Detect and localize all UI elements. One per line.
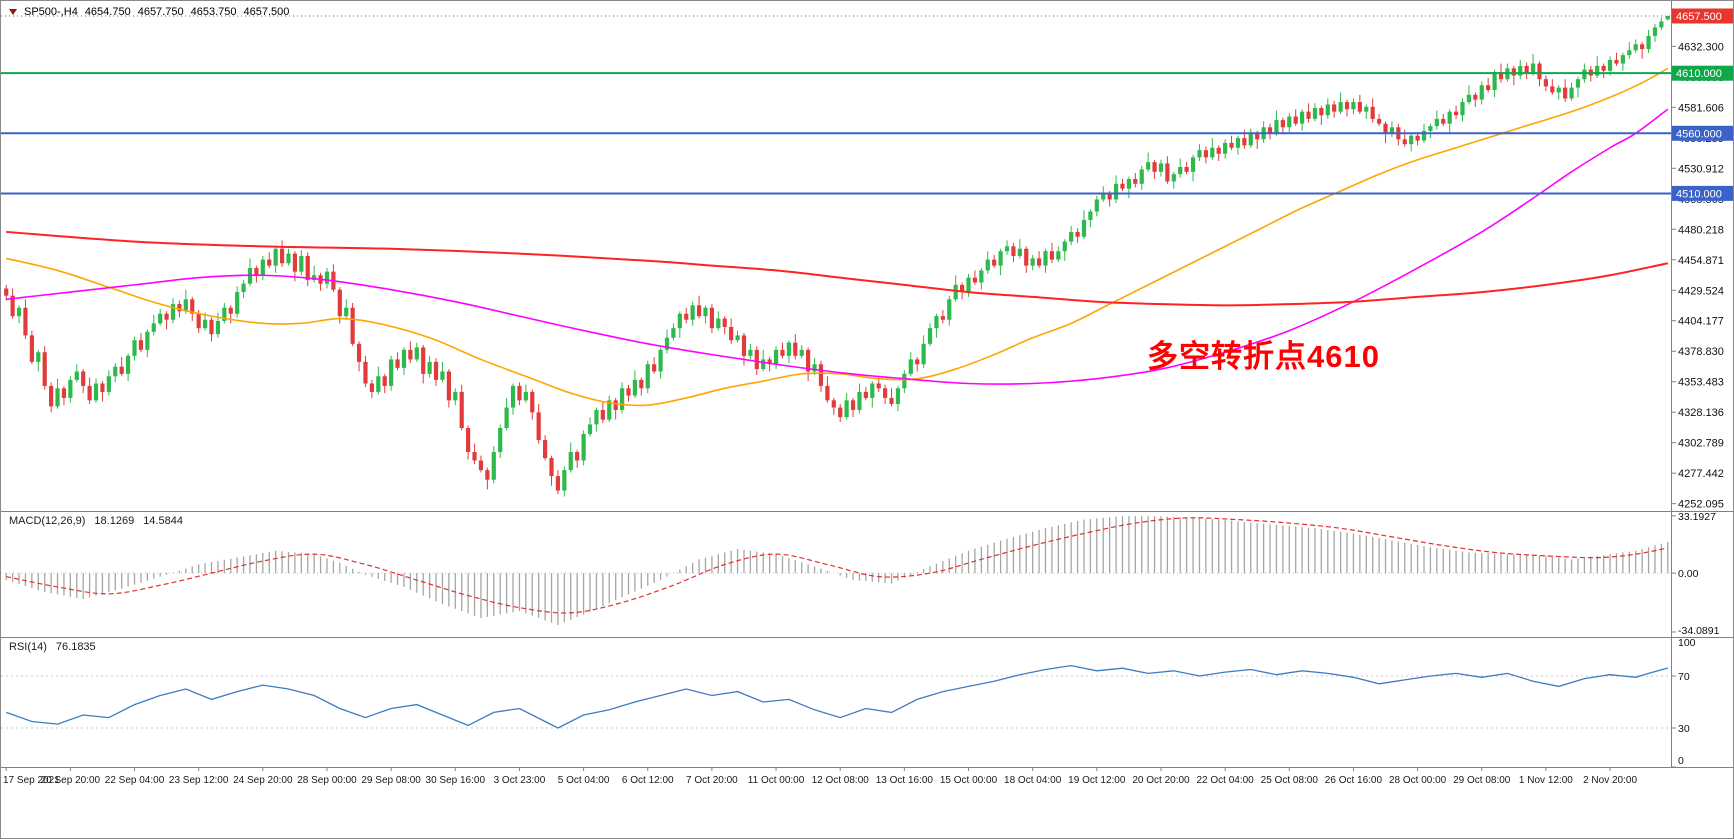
time-label: 11 Oct 00:00 [748, 775, 805, 786]
price-badge-4560.000-text: 4560.000 [1676, 128, 1722, 140]
time-label: 29 Oct 08:00 [1453, 775, 1511, 786]
price-tick-label: 4252.095 [1678, 499, 1724, 511]
time-label: 5 Oct 04:00 [558, 775, 610, 786]
ohlc-open: 4654.750 [84, 6, 131, 18]
macd-label-text: MACD(12,26,9) [9, 515, 86, 527]
price-tick-label: 4302.789 [1678, 438, 1724, 450]
macd-indicator-label: MACD(12,26,9) 18.1269 14.5844 [9, 515, 183, 527]
time-label: 24 Sep 20:00 [233, 775, 293, 786]
time-label: 3 Oct 23:00 [494, 775, 546, 786]
macd-signal-value: 14.5844 [143, 515, 183, 527]
price-tick-label: 4480.218 [1678, 224, 1724, 236]
time-label: 7 Oct 20:00 [686, 775, 738, 786]
time-label: 17 Sep 2021 [3, 775, 60, 786]
price-badge-4510.000-text: 4510.000 [1676, 188, 1722, 200]
price-tick-label: 4277.442 [1678, 468, 1724, 480]
macd-axis-label: -34.0891 [1678, 625, 1720, 637]
price-tick-label: 4353.483 [1678, 377, 1724, 389]
price-tick-label: 4328.136 [1678, 407, 1724, 419]
ma-magenta [6, 108, 1669, 385]
macd-value: 18.1269 [94, 515, 135, 527]
price-badge-4510.000: 4510.000 [1672, 185, 1733, 201]
macd-axis-label: 33.1927 [1678, 511, 1716, 523]
current-price-badge-text: 4657.500 [1676, 11, 1722, 23]
ohlc-low: 4653.750 [190, 6, 237, 18]
macd-histogram [5, 516, 1669, 625]
price-badge-4610.000: 4610.000 [1672, 65, 1733, 81]
time-label: 19 Oct 12:00 [1068, 775, 1126, 786]
horizontal-lines-layer [1, 72, 1671, 195]
time-label: 18 Oct 04:00 [1004, 775, 1062, 786]
time-label: 30 Sep 16:00 [426, 775, 486, 786]
time-label: 6 Oct 12:00 [622, 775, 674, 786]
moving-averages-layer [6, 67, 1669, 407]
ma-red [6, 230, 1668, 307]
price-badge-4560.000: 4560.000 [1672, 125, 1733, 141]
rsi-value: 76.1835 [55, 641, 96, 653]
symbol-title: SP500-,H4 4654.750 4657.750 4653.750 465… [9, 6, 289, 18]
chart-annotation-text: 多空转折点4610 [1147, 339, 1380, 374]
price-tick-label: 4454.871 [1678, 255, 1724, 267]
time-label: 20 Sep 20:00 [41, 775, 101, 786]
time-label: 22 Oct 04:00 [1196, 775, 1254, 786]
time-label: 1 Nov 12:00 [1519, 775, 1573, 786]
current-price-badge: 4657.500 [1672, 8, 1733, 24]
price-chart-canvas[interactable]: 4252.095 4277.442 4302.789 4328.136 4353.483… [1, 1, 1734, 511]
macd-signal-line [6, 517, 1668, 614]
time-label: 22 Sep 04:00 [105, 775, 165, 786]
time-label: 29 Sep 08:00 [361, 775, 421, 786]
time-label: 12 Oct 08:00 [812, 775, 870, 786]
rsi-axis-label: 100 [1678, 637, 1696, 649]
time-label: 2 Nov 20:00 [1583, 775, 1637, 786]
ma-orange [6, 67, 1669, 407]
ohlc-high: 4657.750 [137, 6, 184, 18]
triangle-down-icon [9, 9, 17, 15]
price-tick-label: 4581.606 [1678, 102, 1724, 114]
time-label: 23 Sep 12:00 [169, 775, 229, 786]
macd-axis-label: 0.00 [1678, 568, 1699, 580]
time-label: 28 Sep 00:00 [297, 775, 357, 786]
price-badge-4610.000-text: 4610.000 [1676, 68, 1722, 80]
price-tick-label: 4378.830 [1678, 346, 1724, 358]
time-label: 13 Oct 16:00 [876, 775, 934, 786]
price-tick-label: 4530.912 [1678, 163, 1724, 175]
time-label: 25 Oct 08:00 [1261, 775, 1319, 786]
rsi-panel-canvas[interactable]: 100 70 30 0 [1, 637, 1734, 767]
time-label: 28 Oct 00:00 [1389, 775, 1447, 786]
time-label: 20 Oct 20:00 [1132, 775, 1190, 786]
price-tick-label: 4429.524 [1678, 285, 1724, 297]
rsi-axis-label: 30 [1678, 723, 1690, 735]
ohlc-close: 4657.500 [243, 6, 290, 18]
rsi-indicator-label: RSI(14) 76.1835 [9, 641, 96, 653]
rsi-axis-label: 70 [1678, 671, 1690, 683]
rsi-label-text: RSI(14) [9, 641, 47, 653]
time-label: 15 Oct 00:00 [940, 775, 998, 786]
price-tick-label: 4632.300 [1678, 41, 1724, 53]
symbol-period-label: SP500-,H4 [24, 6, 78, 18]
price-tick-label: 4404.177 [1678, 316, 1724, 328]
macd-panel-canvas[interactable]: 33.1927 0.00 -34.0891 [1, 511, 1734, 637]
time-label: 26 Oct 16:00 [1325, 775, 1383, 786]
rsi-line [5, 664, 1668, 729]
candles-layer [4, 15, 1670, 497]
rsi-axis-label: 0 [1678, 755, 1684, 767]
